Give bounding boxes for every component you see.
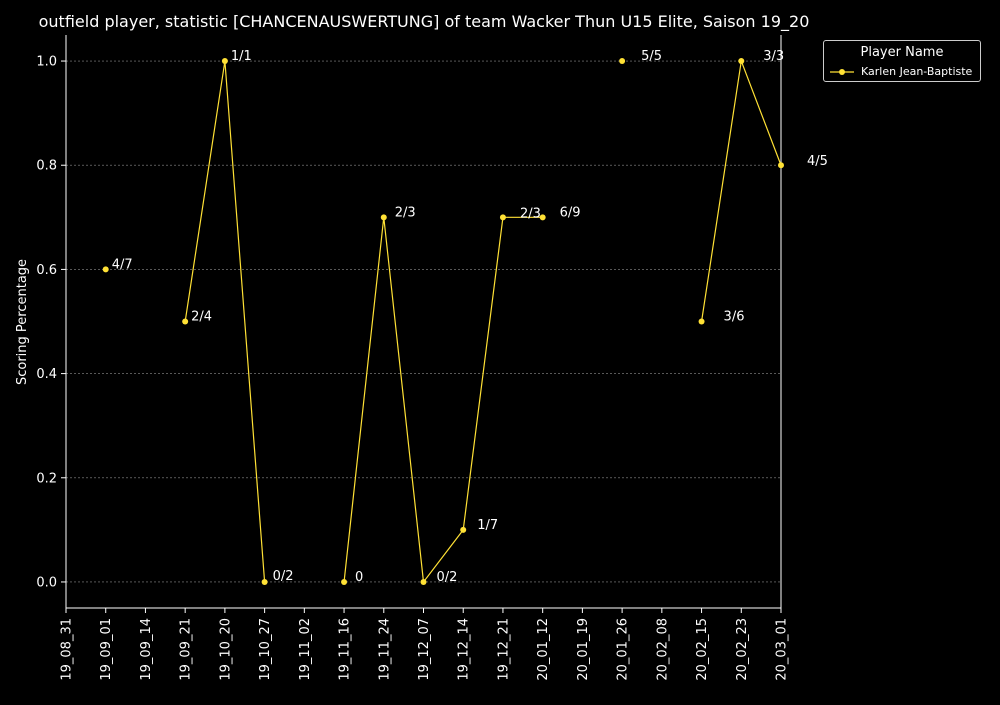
- x-tick-label: 19_12_14: [457, 618, 472, 681]
- data-point: [460, 526, 467, 533]
- data-point: [778, 162, 784, 169]
- y-tick-label: 1.0: [36, 55, 57, 70]
- x-tick-label: 19_09_01: [99, 618, 114, 681]
- y-tick-label: 0.8: [36, 159, 57, 174]
- x-tick-label: 20_01_12: [536, 618, 551, 681]
- data-label: 3/6: [724, 310, 745, 325]
- legend-swatch: [830, 69, 854, 75]
- chart-title: outfield player, statistic [CHANCENAUSWE…: [39, 12, 810, 32]
- data-point: [102, 266, 109, 273]
- x-tick-label: 19_09_21: [179, 618, 194, 681]
- data-point: [221, 58, 228, 65]
- x-tick-label: 19_11_16: [338, 618, 353, 681]
- x-tick-label: 19_12_07: [417, 618, 432, 681]
- data-point: [539, 214, 546, 221]
- data-label: 3/3: [763, 49, 784, 64]
- legend: Player Name Karlen Jean-Baptiste: [823, 40, 981, 82]
- x-tick-label: 20_03_01: [775, 618, 790, 681]
- x-tick-label: 20_02_15: [695, 618, 710, 681]
- data-label: 4/5: [807, 154, 828, 169]
- data-label: 0/2: [437, 570, 458, 585]
- legend-label: Karlen Jean-Baptiste: [861, 65, 973, 78]
- x-tick-label: 19_12_21: [496, 618, 511, 681]
- data-label: 2/3: [395, 205, 416, 220]
- series-line: [343, 216, 543, 584]
- y-tick-label: 0.4: [36, 367, 57, 382]
- data-label: 2/3: [520, 206, 541, 221]
- data-label: 5/5: [641, 49, 662, 64]
- x-tick-label: 19_10_27: [258, 618, 273, 681]
- data-point: [499, 214, 506, 221]
- x-tick-label: 19_11_02: [298, 618, 313, 681]
- data-point: [261, 578, 268, 585]
- series-layer: 4/7 2/4 1/1 0/2 0 2/3 0/2 1/7 2/3 6/9 5/5 3/6 3/3 4/5: [102, 49, 828, 585]
- data-point: [341, 578, 348, 585]
- y-tick-label: 0.6: [36, 263, 57, 278]
- data-point: [182, 318, 189, 325]
- data-label: 1/1: [231, 49, 252, 64]
- axes: 0.0 0.2 0.4 0.6 0.8 1.0 19_08_31 19_09_01 19_09_…: [36, 35, 790, 681]
- y-axis-label: Scoring Percentage: [15, 259, 30, 385]
- data-point: [738, 58, 745, 65]
- x-tick-label: 20_01_26: [616, 618, 631, 681]
- x-tick-label: 19_09_14: [139, 618, 154, 681]
- x-tick-label: 19_11_24: [377, 618, 392, 681]
- data-label: 2/4: [191, 310, 212, 325]
- data-label: 4/7: [112, 257, 133, 272]
- data-point: [380, 214, 387, 221]
- y-tick-label: 0.2: [36, 471, 57, 486]
- grid: [66, 60, 781, 583]
- x-tick-label: 19_08_31: [60, 618, 75, 681]
- data-label: 0: [355, 570, 363, 585]
- x-tick-label: 20_02_23: [735, 618, 750, 681]
- legend-title: Player Name: [860, 45, 944, 60]
- data-label: 0/2: [273, 569, 294, 584]
- data-label: 1/7: [477, 518, 498, 533]
- y-tick-label: 0.0: [36, 575, 57, 590]
- x-tick-label: 20_02_08: [655, 618, 670, 681]
- data-point: [619, 58, 626, 65]
- series-line: [700, 58, 782, 322]
- x-tick-label: 19_10_20: [218, 618, 233, 681]
- data-point: [698, 318, 705, 325]
- data-label: 6/9: [560, 205, 581, 220]
- x-tick-label: 20_01_19: [576, 618, 591, 681]
- data-point: [420, 578, 427, 585]
